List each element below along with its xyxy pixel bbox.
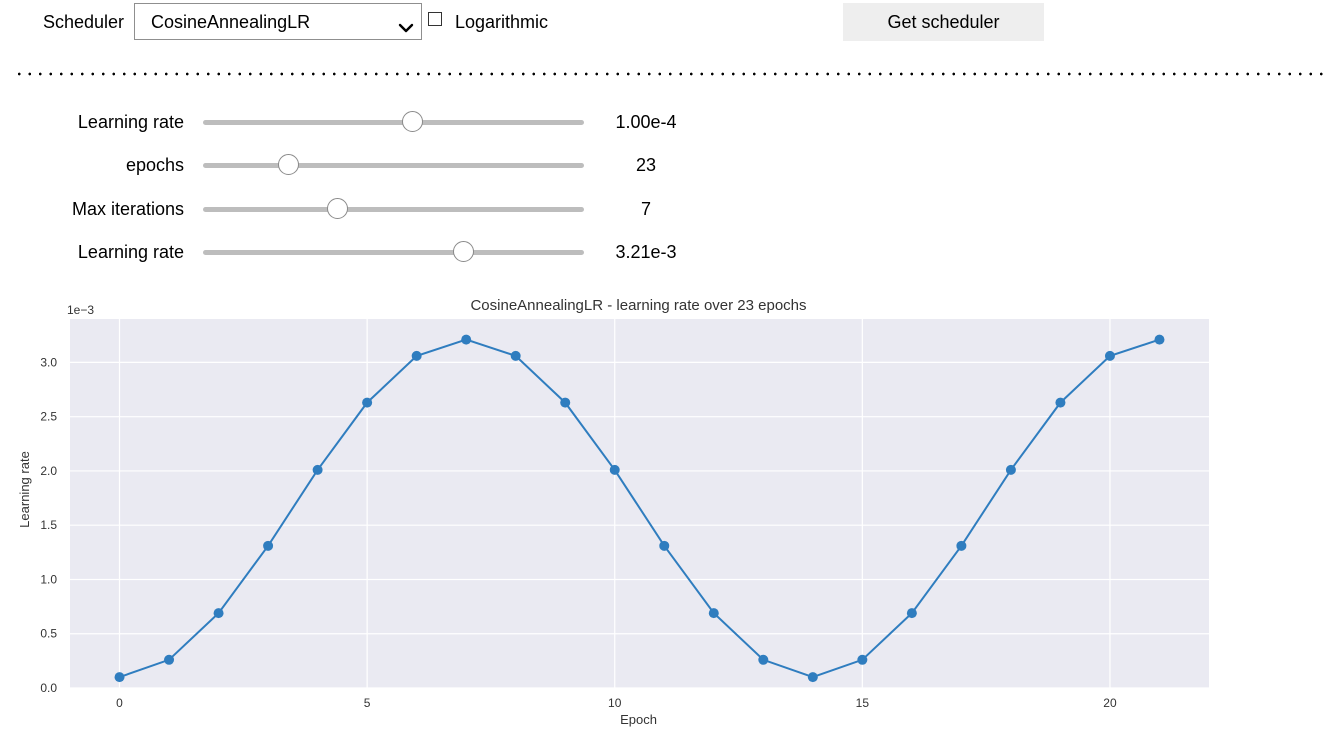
slider-handle[interactable] [401,111,423,132]
data-point [1055,397,1066,408]
slider-value: 3.21e-3 [615,242,677,262]
data-point [857,654,868,665]
y-tick-label: 2.5 [40,410,57,424]
slider-handle[interactable] [452,241,474,262]
x-tick-label: 5 [364,696,371,710]
x-axis-label: Epoch [620,712,657,727]
x-tick-label: 10 [608,696,622,710]
data-point [213,608,224,619]
chevron-down-icon [397,13,415,33]
x-tick-label: 15 [856,696,870,710]
y-tick-label: 3.0 [40,355,57,369]
series-line [119,338,1160,679]
learning-rate-slider[interactable] [203,111,584,132]
slider-value: 23 [635,155,657,175]
data-point [114,672,125,683]
slider-label: epochs [125,155,184,175]
data-point [362,397,373,408]
data-point [758,654,769,665]
logarithmic-checkbox[interactable] [428,12,442,26]
data-point [411,350,422,361]
data-points [114,334,1165,683]
data-point [1104,350,1115,361]
get-scheduler-button[interactable]: Get scheduler [843,3,1044,41]
axis-ticks: 0 5 10 15 20 0.0 0.5 1.0 1.5 2.0 2.5 3.0 [40,355,1117,710]
x-tick-label: 0 [116,696,123,710]
chart-title: CosineAnnealingLR - learning rate over 2… [470,297,806,314]
y-offset-label: 1e−3 [67,303,94,317]
data-point [461,334,472,345]
data-point [956,540,967,551]
scheduler-select[interactable]: CosineAnnealingLR [134,3,422,40]
slider-value: 7 [640,199,651,219]
data-point [1154,334,1165,345]
slider-handle[interactable] [327,198,349,219]
slider-handle[interactable] [278,154,300,175]
learning-rate-chart: 0 5 10 15 20 0.0 0.5 1.0 1.5 2.0 2.5 3.0 CosineAnne… [17,297,1209,727]
data-point [906,608,917,619]
y-tick-label: 1.5 [40,518,57,532]
data-point [807,672,818,683]
data-point [708,608,719,619]
scheduler-label: Scheduler [43,12,125,32]
data-point [1005,464,1016,475]
data-point [659,540,670,551]
data-point [263,540,274,551]
plot-area [70,319,1209,688]
data-point [510,350,521,361]
slider-label: Max iterations [71,199,184,219]
data-point [560,397,571,408]
separator [14,72,1326,76]
data-point [164,654,175,665]
data-point [312,464,323,475]
y-axis-label: Learning rate [17,451,32,528]
y-tick-label: 2.0 [40,464,57,478]
x-tick-label: 20 [1103,696,1117,710]
scheduler-select-value: CosineAnnealingLR [151,12,311,32]
max-learning-rate-slider[interactable] [203,241,584,262]
grid [70,319,1209,689]
logarithmic-label: Logarithmic [455,12,549,32]
slider-label: Learning rate [77,112,184,132]
data-point [609,464,620,475]
slider-value: 1.00e-4 [615,112,677,132]
y-tick-label: 0.5 [40,627,57,641]
slider-label: Learning rate [77,242,184,262]
y-tick-label: 1.0 [40,572,57,586]
y-tick-label: 0.0 [40,681,57,695]
epochs-slider[interactable] [203,154,584,175]
max-iterations-slider[interactable] [203,198,584,219]
